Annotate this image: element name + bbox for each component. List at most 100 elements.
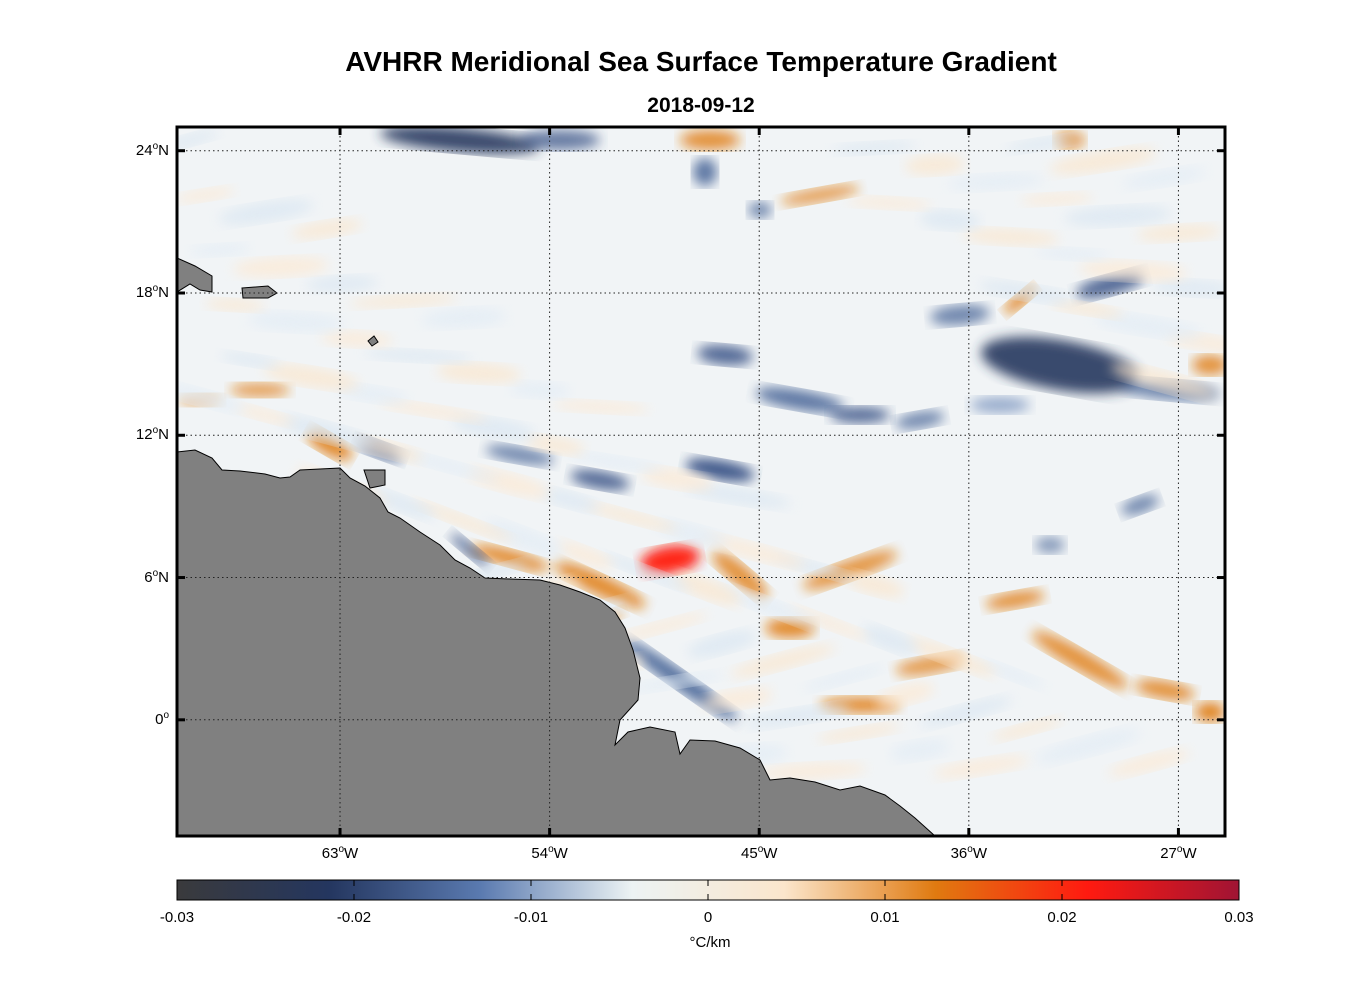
background-texture: [235, 405, 295, 425]
background-texture: [978, 281, 1074, 303]
lat-label: 0o: [155, 709, 169, 728]
gradient-anomaly: [830, 407, 890, 423]
background-texture: [1122, 167, 1206, 189]
background-texture: [379, 400, 487, 422]
background-texture: [978, 659, 1046, 689]
gradient-anomaly: [640, 545, 700, 575]
background-texture: [553, 400, 649, 414]
trinidad-island: [363, 469, 386, 489]
background-texture: [452, 416, 536, 440]
background-texture: [205, 298, 265, 312]
background-texture: [190, 243, 250, 257]
colorbar-tick-label: 0: [703, 909, 713, 926]
background-texture: [803, 665, 885, 691]
background-texture: [614, 613, 708, 641]
map-frame: [175, 125, 1227, 838]
background-texture: [717, 585, 819, 627]
gradient-anomaly: [981, 336, 1139, 394]
background-texture: [1152, 279, 1225, 297]
gradient-anomaly: [570, 469, 630, 491]
gradient-anomaly: [1032, 631, 1128, 689]
background-texture: [759, 762, 867, 780]
background-texture: [875, 682, 935, 708]
gradient-anomaly: [230, 383, 290, 397]
gradient-anomaly: [1121, 494, 1159, 516]
background-texture: [177, 187, 235, 203]
background-texture: [349, 294, 457, 308]
background-texture: [218, 199, 314, 225]
gradient-anomaly: [520, 130, 600, 150]
gradient-anomaly: [693, 158, 717, 186]
background-texture: [525, 435, 585, 455]
gradient-anomaly: [748, 202, 772, 218]
lat-label: 18oN: [135, 282, 169, 301]
colorbar-tick-label: 0.02: [1047, 909, 1077, 926]
background-texture: [789, 606, 869, 640]
background-texture: [568, 452, 664, 472]
background-texture: [540, 489, 600, 511]
background-texture: [510, 381, 570, 399]
gradient-anomaly: [450, 533, 490, 567]
land-layer: [177, 257, 936, 836]
background-texture: [279, 416, 373, 448]
background-texture: [992, 718, 1062, 740]
lon-label: 45oW: [741, 844, 778, 862]
background-texture: [584, 503, 678, 531]
gradient-anomaly: [895, 411, 945, 429]
gradient-anomaly: [1192, 355, 1225, 375]
background-texture: [701, 687, 773, 711]
background-texture: [1108, 749, 1190, 777]
gradient-anomaly: [970, 397, 1030, 413]
background-texture: [177, 130, 220, 150]
background-texture: [700, 535, 806, 567]
lon-label: 27oW: [1160, 844, 1197, 862]
south-america-landmass: [177, 449, 936, 836]
gradient-anomaly: [1135, 679, 1195, 701]
gradient-anomaly: [712, 551, 768, 599]
colorbar-tick-label: -0.01: [513, 909, 549, 926]
gradient-anomaly: [802, 550, 898, 590]
background-texture: [906, 638, 996, 676]
background-texture: [601, 553, 691, 591]
gradient-anomaly: [1035, 537, 1065, 553]
colorbar-ticks: [176, 880, 1240, 900]
background-texture: [847, 196, 931, 210]
background-texture: [306, 275, 378, 293]
gradient-anomaly: [1195, 702, 1225, 722]
background-texture: [1094, 313, 1202, 339]
background-texture: [845, 572, 905, 598]
gradient-anomaly: [380, 127, 540, 154]
lon-label: 54oW: [531, 844, 568, 862]
background-texture: [248, 311, 344, 333]
gradient-field: [177, 127, 1225, 780]
background-texture: [437, 362, 521, 384]
background-texture: [336, 384, 408, 404]
background-texture: [1110, 364, 1216, 398]
background-texture: [1051, 300, 1123, 318]
gradient-anomaly: [930, 304, 990, 326]
hispaniola-island: [177, 257, 213, 293]
background-texture: [963, 228, 1059, 246]
background-texture: [412, 500, 514, 542]
background-texture: [177, 384, 245, 412]
background-texture: [220, 352, 280, 368]
background-texture: [368, 489, 436, 519]
colorbar-tick-label: 0.01: [870, 909, 900, 926]
gradient-anomaly: [697, 344, 753, 366]
lon-label: 36oW: [950, 844, 988, 862]
background-texture: [641, 467, 713, 491]
background-texture: [1049, 148, 1157, 174]
guadeloupe-island: [367, 335, 379, 347]
background-texture: [233, 256, 329, 278]
background-texture: [948, 173, 1044, 191]
background-texture: [905, 154, 965, 176]
background-texture: [484, 520, 564, 556]
gradient-anomaly: [471, 545, 549, 571]
background-texture: [364, 349, 472, 363]
background-texture: [1064, 205, 1172, 227]
gradient-anomaly: [554, 562, 646, 608]
axis-ticks: [177, 127, 1225, 836]
chart-title: AVHRR Meridional Sea Surface Temperature…: [345, 46, 1057, 77]
lat-label: 12oN: [135, 425, 169, 444]
